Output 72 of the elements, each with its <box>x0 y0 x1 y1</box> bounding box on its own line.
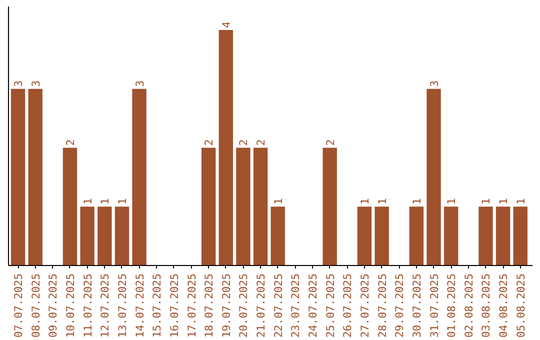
data-label: 1 <box>497 198 510 205</box>
x-tick-label: 08.07.2025 <box>29 274 42 338</box>
bar <box>10 88 26 266</box>
bar <box>236 148 250 266</box>
x-tick-label: 28.07.2025 <box>376 274 389 338</box>
data-label: 1 <box>98 198 112 205</box>
bar <box>409 206 424 266</box>
data-label: 2 <box>324 139 337 146</box>
bar <box>80 206 94 266</box>
bar <box>270 206 285 266</box>
data-label: 3 <box>133 80 146 87</box>
data-label: 1 <box>445 198 458 205</box>
data-label: 3 <box>12 80 26 87</box>
data-label: 1 <box>81 198 94 205</box>
bar <box>62 148 78 266</box>
data-label: 3 <box>29 80 42 87</box>
x-tick-label: 16.07.2025 <box>168 274 181 338</box>
data-label: 1 <box>480 198 493 205</box>
x-tick-label: 22.07.2025 <box>272 274 285 338</box>
x-tick-label: 13.07.2025 <box>116 274 129 338</box>
bar <box>98 206 112 266</box>
bar <box>374 206 389 266</box>
bar <box>426 88 441 266</box>
x-tick-label: 17.07.2025 <box>185 274 198 338</box>
bar <box>478 206 493 266</box>
data-label: 1 <box>358 198 372 205</box>
x-tick-label: 05.08.2025 <box>514 274 528 338</box>
data-label: 4 <box>220 22 233 28</box>
x-tick-label: 18.07.2025 <box>202 274 216 338</box>
x-tick-label: 31.07.2025 <box>428 274 441 338</box>
data-label: 3 <box>428 80 441 87</box>
x-tick-label: 02.08.2025 <box>462 274 476 338</box>
data-label: 1 <box>116 198 129 205</box>
bar <box>322 148 337 266</box>
bar <box>201 148 216 266</box>
data-label: 2 <box>202 139 216 146</box>
data-label: 1 <box>410 198 424 205</box>
x-tick-label: 09.07.2025 <box>46 274 60 338</box>
x-tick-label: 07.07.2025 <box>12 274 26 338</box>
bar <box>28 88 42 266</box>
x-tick-label: 15.07.2025 <box>150 274 164 338</box>
x-tick-label: 30.07.2025 <box>410 274 424 338</box>
x-tick-label: 01.08.2025 <box>445 274 458 338</box>
bar <box>513 206 528 266</box>
bar <box>132 88 146 266</box>
bar <box>444 206 458 266</box>
x-tick-label: 11.07.2025 <box>81 274 94 338</box>
x-tick-label: 21.07.2025 <box>254 274 268 338</box>
data-label: 1 <box>376 198 389 205</box>
x-tick-label: 25.07.2025 <box>324 274 337 338</box>
bar <box>218 30 233 266</box>
x-tick-label: 19.07.2025 <box>220 274 233 338</box>
x-tick-label: 29.07.2025 <box>393 274 406 338</box>
bar <box>114 206 130 266</box>
data-label: 2 <box>64 139 77 146</box>
x-tick-label: 03.08.2025 <box>480 274 493 338</box>
data-label: 1 <box>272 198 285 205</box>
x-tick-label: 27.07.2025 <box>358 274 372 338</box>
data-label: 2 <box>254 139 268 146</box>
bar <box>496 206 510 266</box>
data-label: 2 <box>237 139 250 146</box>
bar <box>253 148 268 266</box>
data-label: 1 <box>514 198 528 205</box>
x-tick-label: 12.07.2025 <box>98 274 112 338</box>
x-tick-label: 04.08.2025 <box>497 274 510 338</box>
x-tick-label: 26.07.2025 <box>341 274 354 338</box>
x-tick-label: 23.07.2025 <box>289 274 302 338</box>
bar <box>357 206 372 266</box>
x-tick-label: 10.07.2025 <box>64 274 77 338</box>
x-tick-label: 14.07.2025 <box>133 274 146 338</box>
x-tick-label: 20.07.2025 <box>237 274 250 338</box>
x-tick-label: 24.07.2025 <box>306 274 320 338</box>
